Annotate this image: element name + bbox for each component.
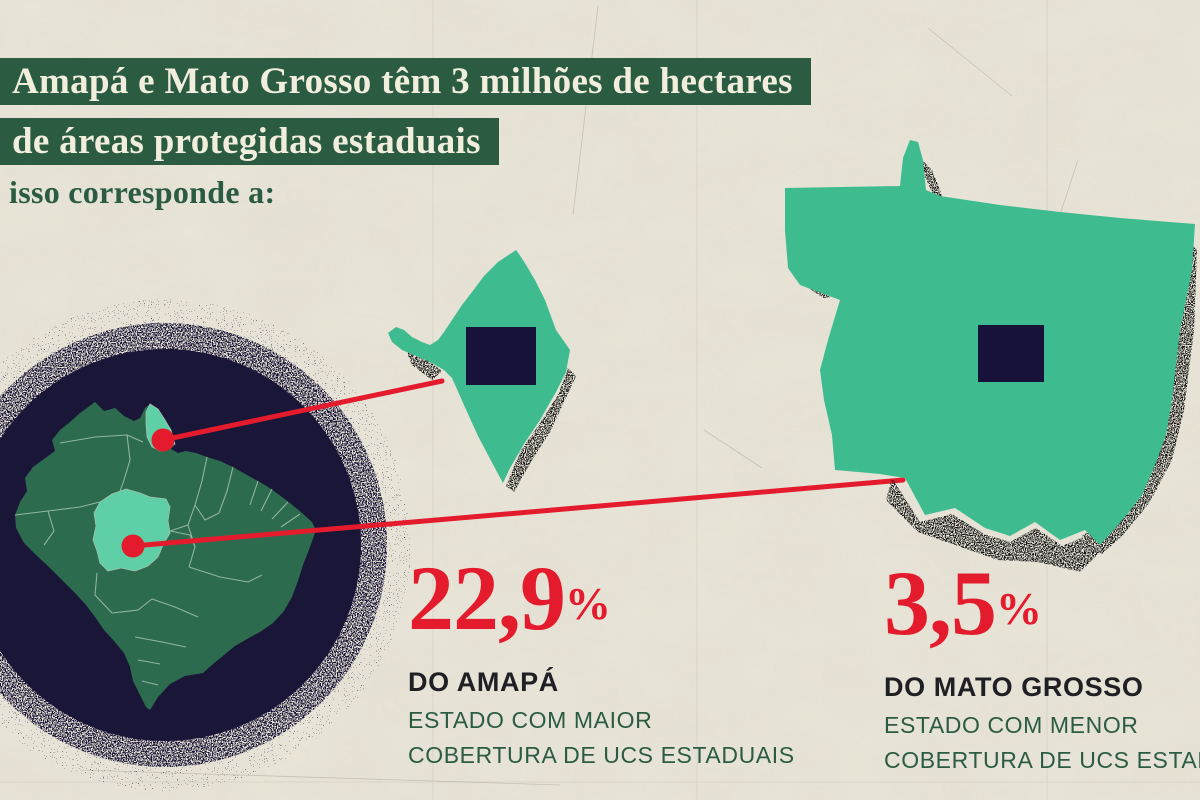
- stat-number-mato-grosso: 3,5: [884, 552, 997, 654]
- stat-caption-mato-grosso-line2: COBERTURA DE UCS ESTADUAIS: [884, 747, 1200, 773]
- stat-caption-mato-grosso-line1: ESTADO COM MENOR: [884, 712, 1139, 738]
- map-marker-amapa: [151, 428, 175, 452]
- subtitle: isso corresponde a:: [9, 174, 276, 210]
- amapa-enlarged-map: [388, 250, 576, 492]
- stat-block-amapa: 22,9% DO AMAPÁ ESTADO COM MAIOR COBERTUR…: [408, 552, 838, 773]
- headline-text-line2: de áreas protegidas estaduais: [12, 121, 481, 162]
- stat-label-amapa: DO AMAPÁ: [408, 667, 559, 697]
- percent-sign-mato-grosso: %: [996, 583, 1042, 634]
- headline-bar-line2: de áreas protegidas estaduais: [0, 118, 499, 165]
- stat-number-amapa: 22,9: [408, 547, 566, 649]
- percent-sign-amapa: %: [565, 578, 611, 629]
- stat-caption-amapa-line2: COBERTURA DE UCS ESTADUAIS: [408, 742, 795, 768]
- map-marker-mato-grosso: [121, 534, 145, 558]
- brazil-map: [14, 402, 316, 710]
- mato-grosso-enlarged-map: [785, 140, 1197, 572]
- stat-value-mato-grosso: 3,5%: [884, 557, 1200, 659]
- connector-line-amapa: [160, 378, 445, 443]
- amapa-protected-area-square: [466, 327, 536, 385]
- stat-label-mato-grosso: DO MATO GROSSO: [884, 672, 1144, 702]
- stat-caption-amapa: ESTADO COM MAIOR COBERTURA DE UCS ESTADU…: [408, 703, 838, 773]
- brazil-outline: [15, 402, 316, 710]
- state-borders: [14, 434, 301, 686]
- stat-block-mato-grosso: 3,5% DO MATO GROSSO ESTADO COM MENOR COB…: [884, 557, 1200, 778]
- stat-value-amapa: 22,9%: [408, 552, 838, 654]
- stat-caption-mato-grosso: ESTADO COM MENOR COBERTURA DE UCS ESTADU…: [884, 708, 1200, 778]
- mato-grosso-state-highlight: [92, 488, 171, 572]
- mato-grosso-protected-area-square: [978, 325, 1044, 382]
- headline-bar-line1: Amapá e Mato Grosso têm 3 milhões de hec…: [0, 58, 811, 105]
- connector-line-mato-grosso: [130, 477, 906, 549]
- headline-text-line1: Amapá e Mato Grosso têm 3 milhões de hec…: [12, 61, 793, 102]
- stat-caption-amapa-line1: ESTADO COM MAIOR: [408, 707, 653, 733]
